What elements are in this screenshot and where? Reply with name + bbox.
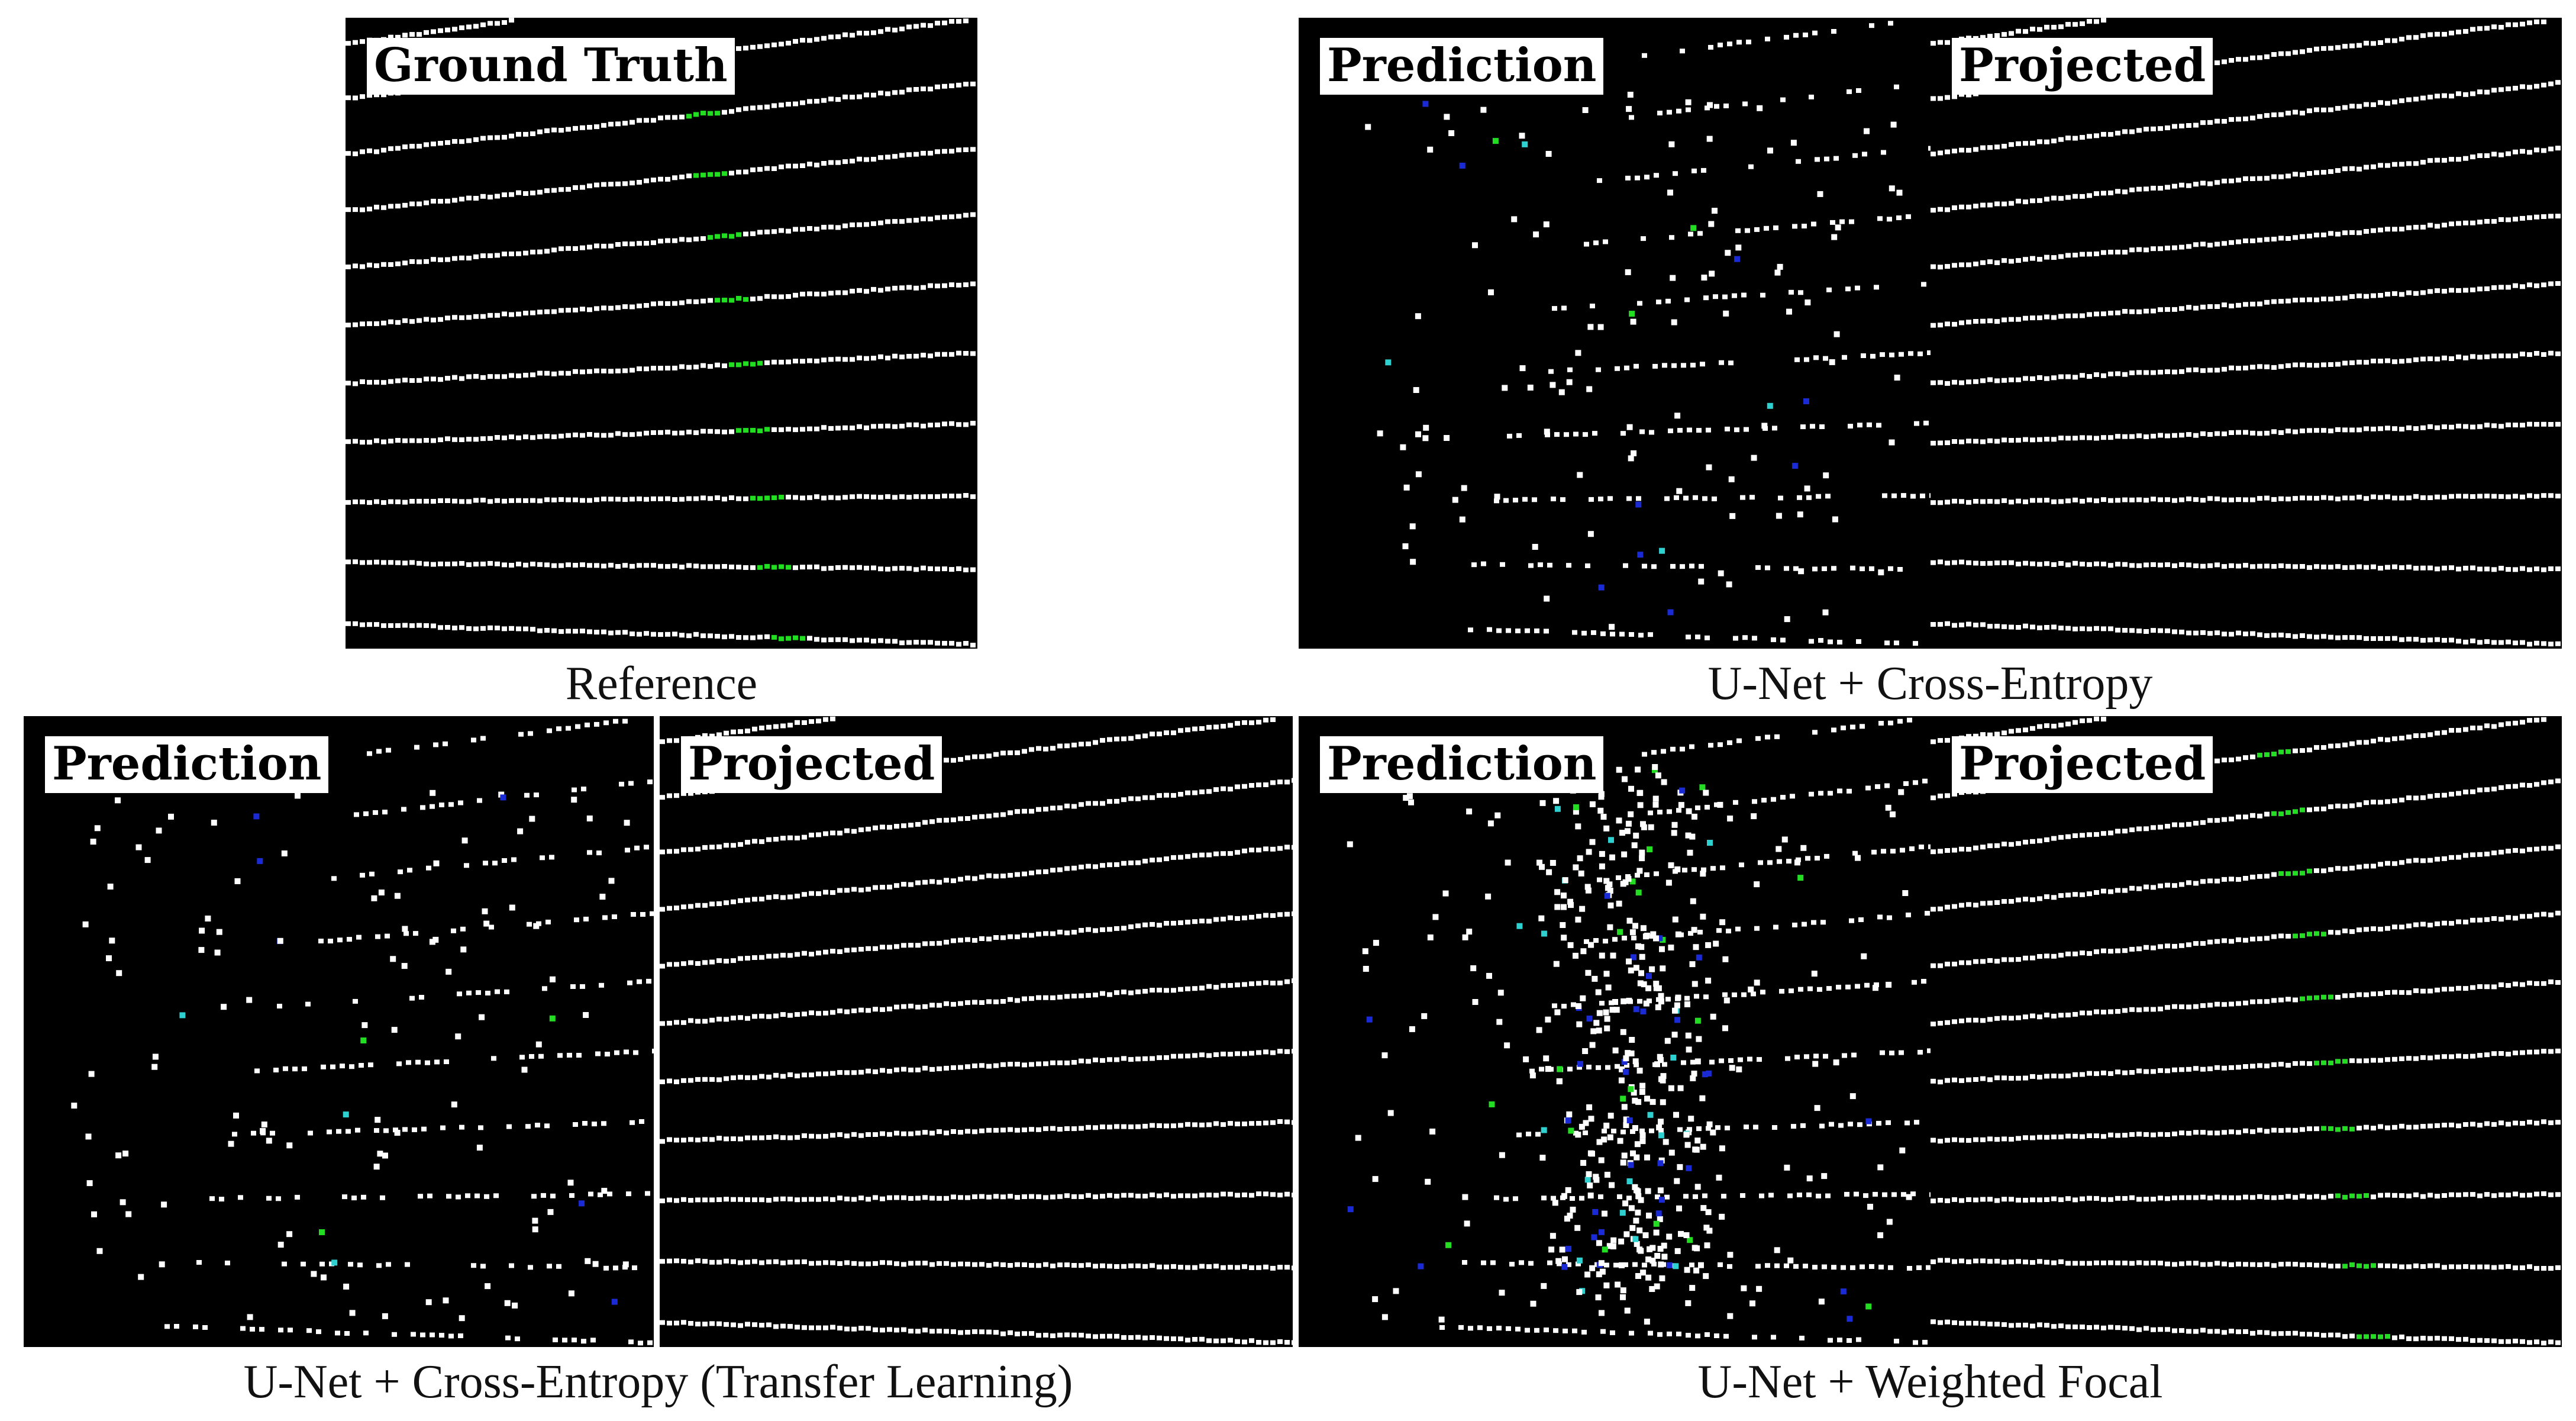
ce-tl-projected-label: Projected (681, 736, 942, 793)
wf-projected-label: Projected (1952, 736, 2213, 793)
ce-projected-panel: Projected (1931, 18, 2562, 649)
caption-ce-tl: U-Net + Cross-Entropy (Transfer Learning… (243, 1356, 1073, 1408)
wf-projected-panel: Projected (1931, 716, 2562, 1347)
ce-prediction-scan (1365, 21, 1931, 646)
caption-reference: Reference (565, 658, 758, 710)
ce-tl-prediction-panel: Prediction (24, 716, 654, 1347)
ce-tl-projected-panel: Projected (660, 716, 1293, 1347)
ce-projected-label: Projected (1952, 38, 2213, 95)
wf-prediction-panel: Prediction (1299, 716, 1931, 1347)
ground-truth-scan (346, 18, 976, 647)
wf-prediction-scan (1347, 717, 1931, 1345)
ce-tl-prediction-scan (71, 718, 654, 1346)
ce-projected-scan (1931, 18, 2561, 647)
ce-prediction-label: Prediction (1320, 38, 1604, 95)
caption-ce: U-Net + Cross-Entropy (1707, 658, 2153, 710)
ce-tl-prediction-label: Prediction (45, 736, 329, 793)
ce-tl-projected-scan (660, 716, 1293, 1345)
panel-divider (654, 716, 660, 1347)
wf-prediction-label: Prediction (1320, 736, 1604, 793)
caption-wf: U-Net + Weighted Focal (1697, 1356, 2163, 1408)
ground-truth-label: Ground Truth (367, 38, 735, 95)
wf-projected-scan (1931, 716, 2561, 1346)
ce-prediction-panel: Prediction (1299, 18, 1931, 649)
ground-truth-panel: Ground Truth (346, 18, 977, 649)
